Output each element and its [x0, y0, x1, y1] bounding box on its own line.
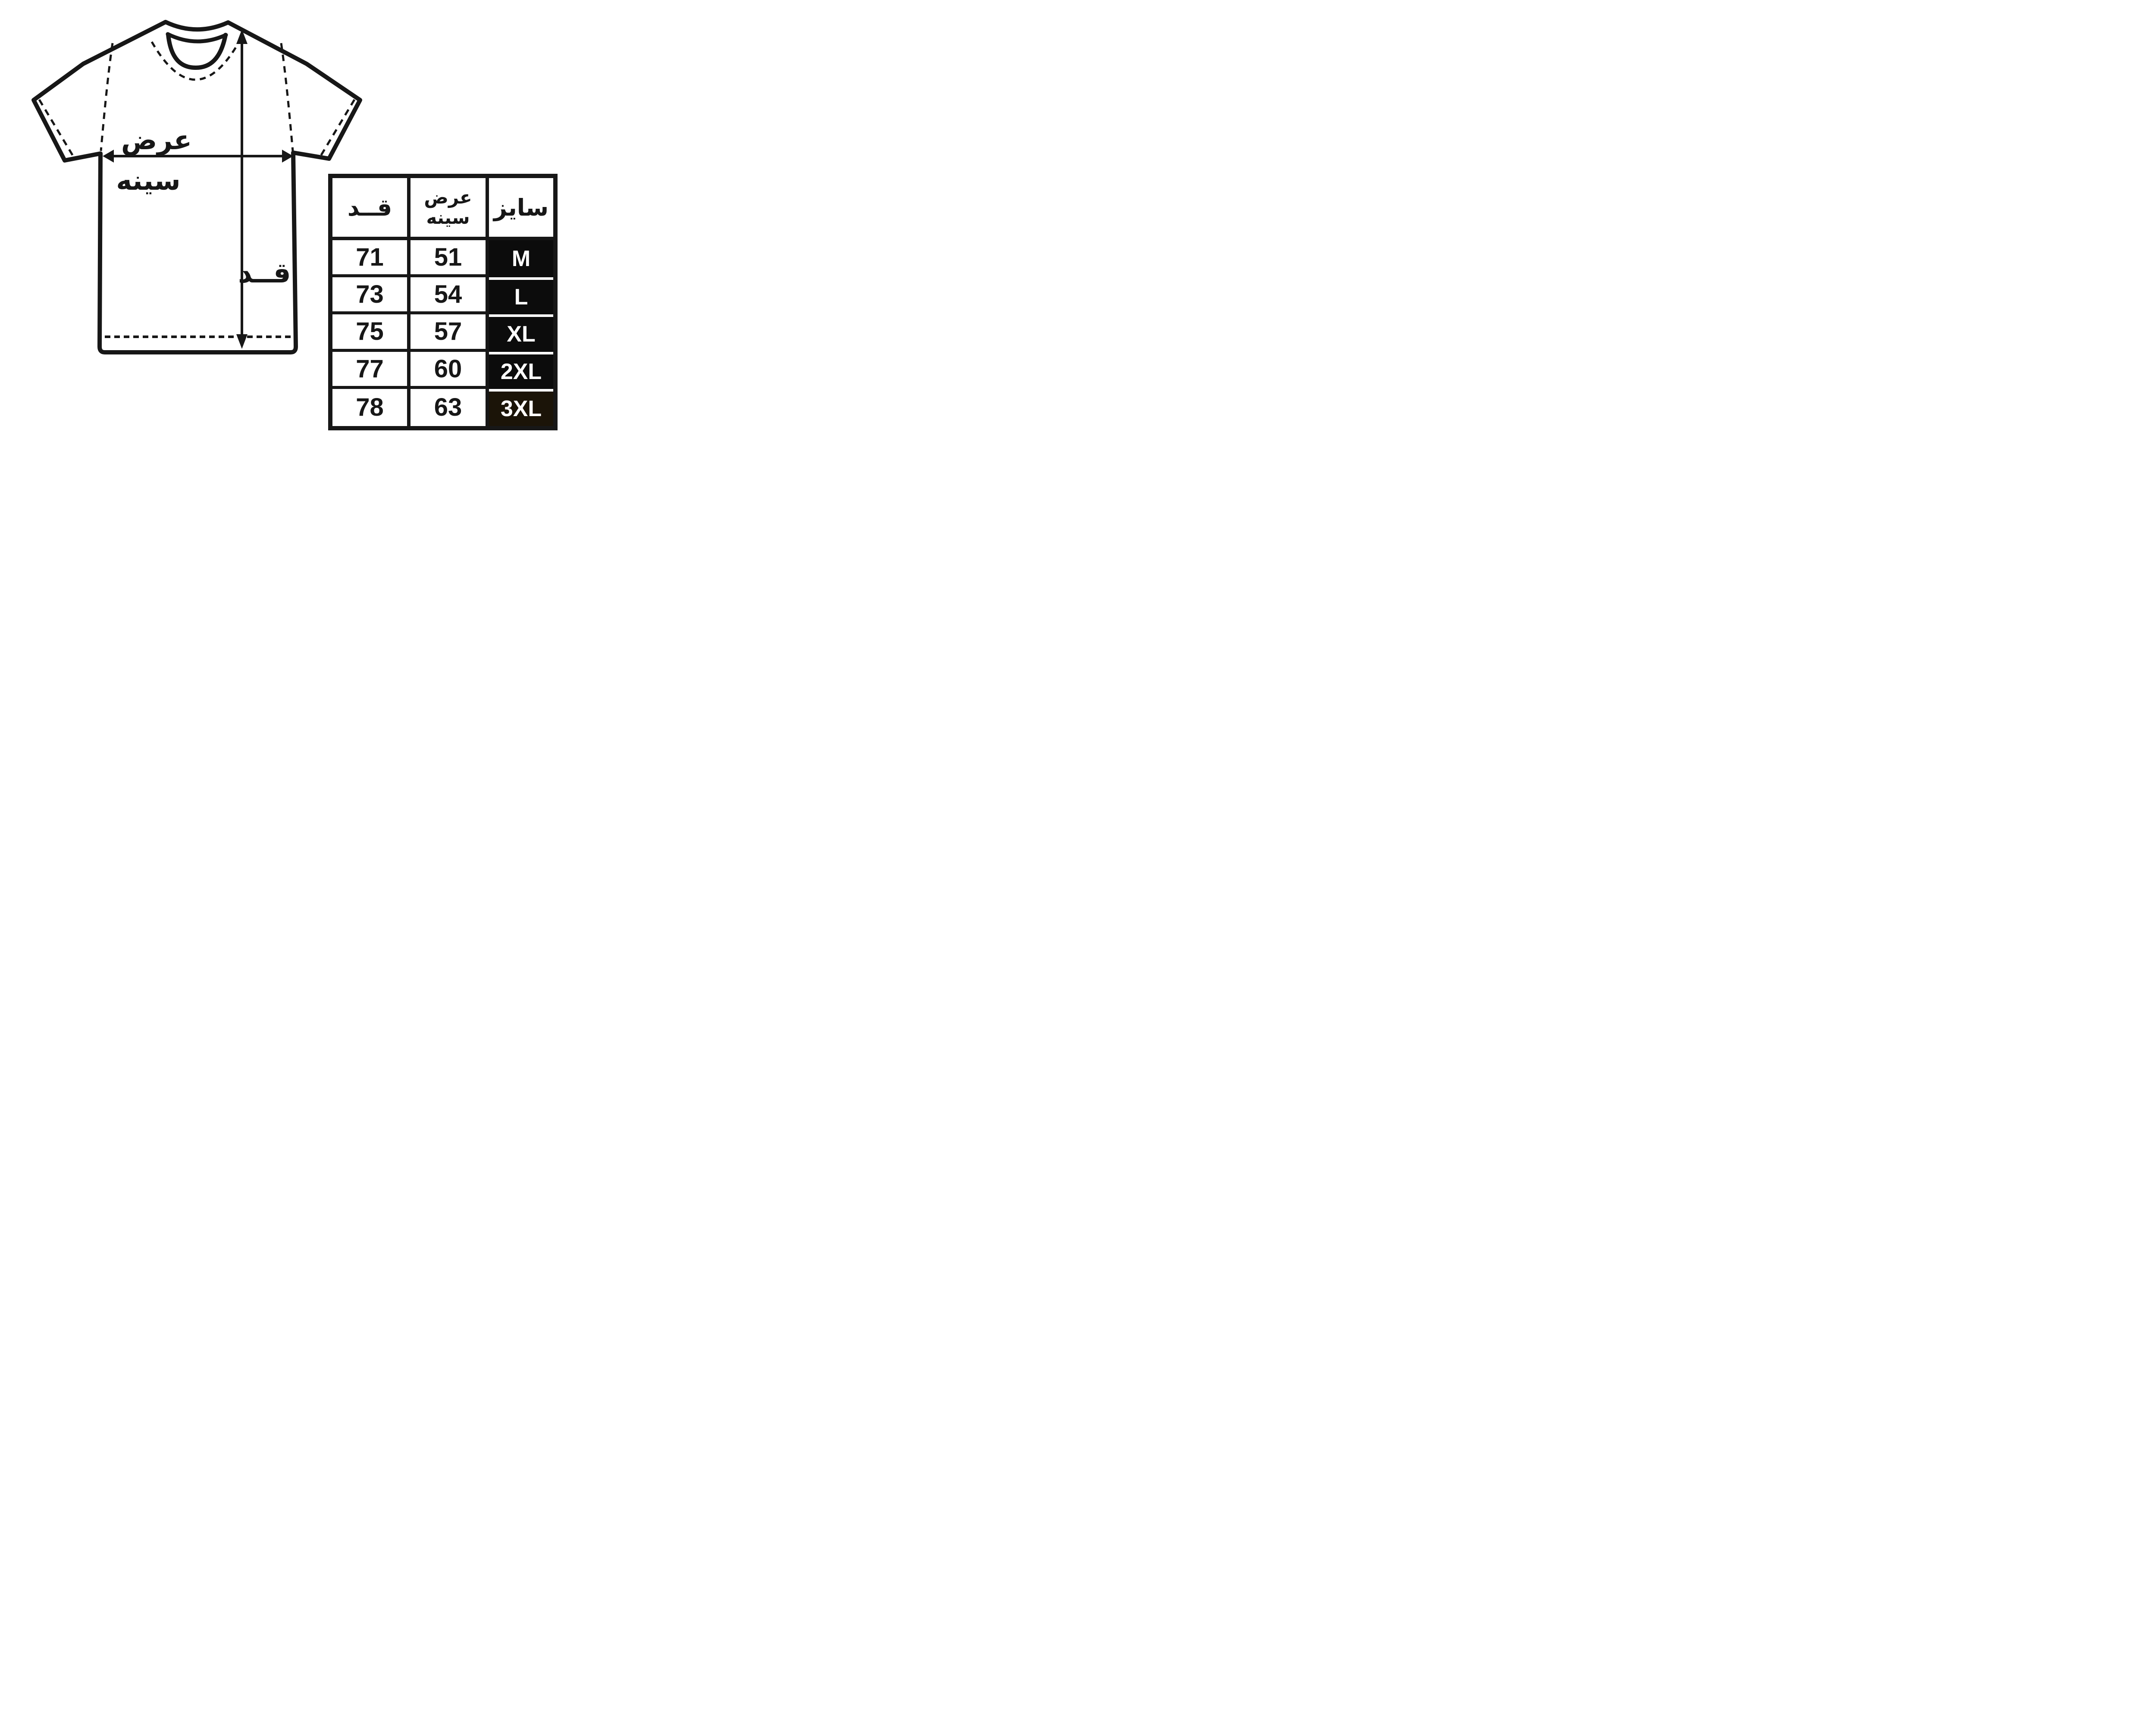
- table-cell-length: 75: [332, 314, 411, 352]
- size-table: قــد عرض سینه سایز 71 51 M 73 54 L 75 57…: [328, 174, 558, 430]
- collar-band: [166, 32, 228, 44]
- size-guide-figure: عرض سینه قــد قــد عرض سینه سایز 71 51 M…: [0, 0, 586, 431]
- armhole-seam-right-dashed: [280, 43, 294, 151]
- armhole-seam-left-dashed: [100, 43, 114, 151]
- table-cell-chest: 63: [411, 389, 489, 426]
- table-cell-chest: 60: [411, 351, 489, 389]
- table-header-size: سایز: [489, 178, 553, 240]
- size-badge-xl: XL: [489, 314, 553, 352]
- size-badge-m: M: [489, 240, 553, 278]
- table-cell-length: 78: [332, 389, 411, 426]
- table-header-chest-line1: عرض: [424, 186, 472, 208]
- table-cell-chest: 51: [411, 240, 489, 278]
- size-badge-3xl: 3XL: [489, 389, 553, 426]
- table-cell-length: 73: [332, 277, 411, 315]
- neck-seam-dashed: [150, 41, 240, 81]
- chest-width-label-bottom: سینه: [116, 165, 180, 196]
- chest-width-arrow: [103, 150, 293, 163]
- tshirt-outline: [31, 20, 362, 354]
- table-cell-length: 71: [332, 240, 411, 278]
- table-cell-chest: 54: [411, 277, 489, 315]
- tshirt-diagram: عرض سینه قــد: [31, 20, 362, 354]
- table-cell-length: 77: [332, 351, 411, 389]
- size-badge-2xl: 2XL: [489, 351, 553, 389]
- table-header-length: قــد: [332, 178, 411, 240]
- chest-width-label-top: عرض: [121, 124, 192, 156]
- table-header-chest: عرض سینه: [411, 178, 489, 240]
- table-cell-chest: 57: [411, 314, 489, 352]
- table-header-chest-line2: سینه: [426, 207, 470, 228]
- length-label: قــد: [238, 257, 291, 289]
- neck-opening: [166, 32, 228, 70]
- length-arrow: [236, 29, 248, 349]
- size-badge-l: L: [489, 277, 553, 315]
